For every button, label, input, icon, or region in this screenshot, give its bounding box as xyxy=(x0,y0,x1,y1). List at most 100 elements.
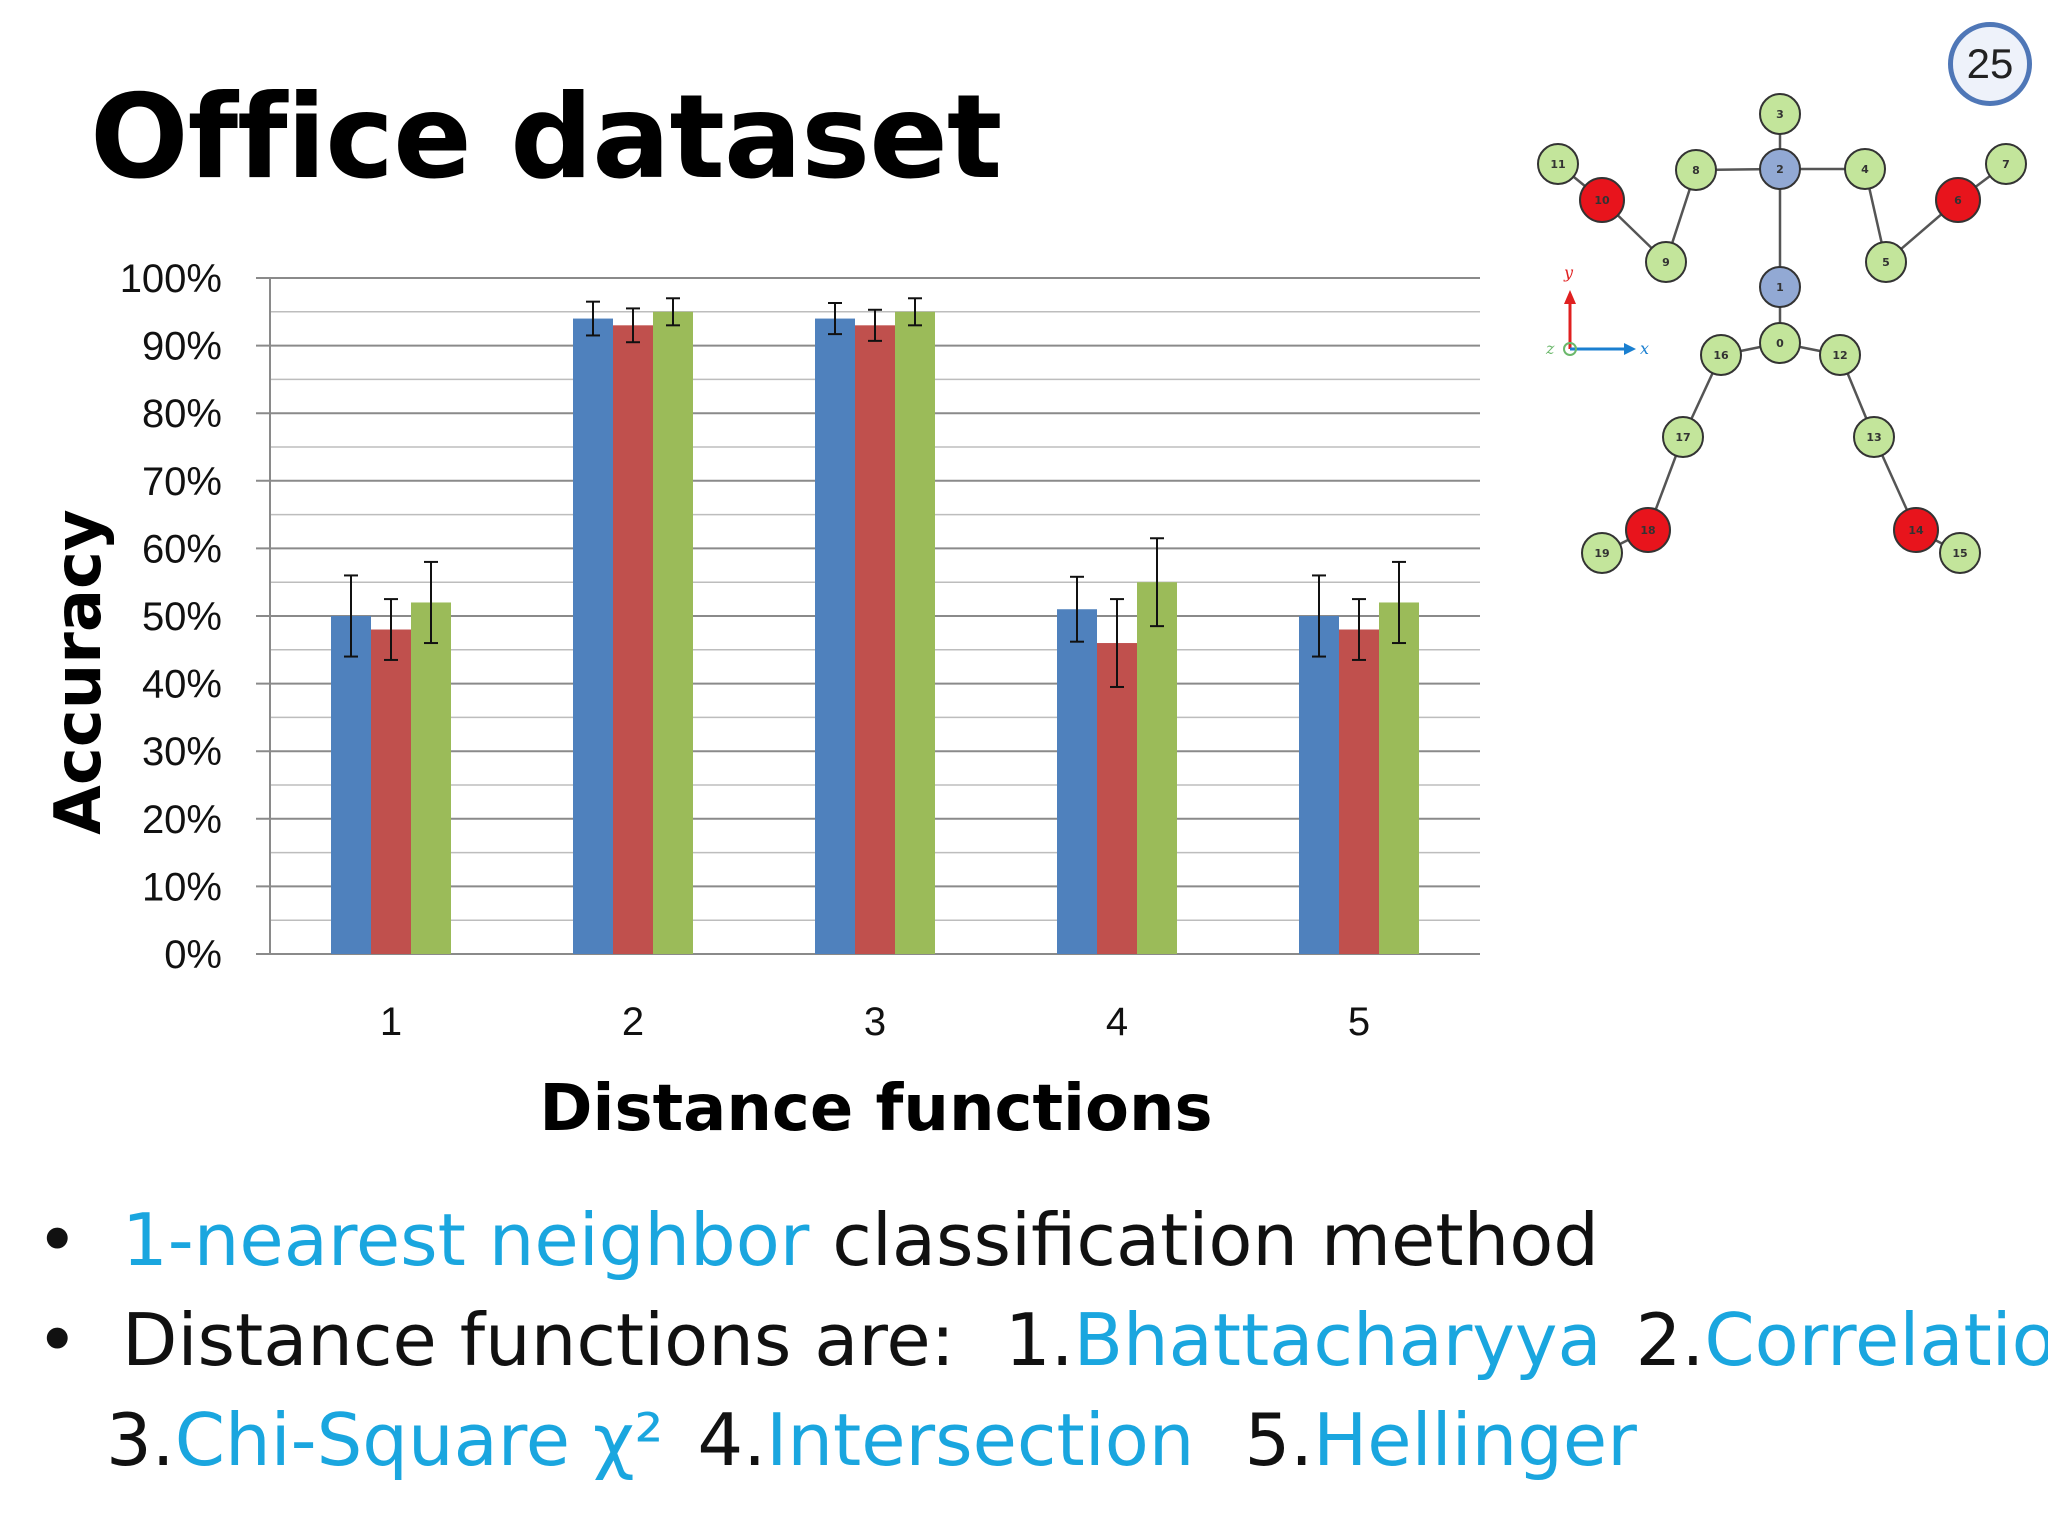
z-axis-letter: z xyxy=(1545,339,1555,358)
bar-20-joints-2 xyxy=(653,311,693,954)
joint-label: 19 xyxy=(1594,547,1609,560)
error-bar-20-joints-1 xyxy=(424,560,438,645)
functions-prefix: Distance functions are: xyxy=(122,1298,955,1382)
y-tick-label: 50% xyxy=(142,595,222,639)
bar-20-joints-1 xyxy=(411,602,451,954)
bar-14-joints-5 xyxy=(1299,616,1339,954)
bar-16-joints-4 xyxy=(1097,643,1137,954)
function-5-name: Hellinger xyxy=(1313,1398,1637,1482)
joint-10 xyxy=(1579,177,1625,223)
function-3-name: Chi-Square χ² xyxy=(174,1398,664,1482)
joint-3 xyxy=(1759,93,1801,135)
joint-17 xyxy=(1662,416,1704,458)
function-4-name: Intersection xyxy=(766,1398,1195,1482)
x-axis-ticks: 1 2 3 4 5 xyxy=(380,1000,1370,1044)
y-tick-label: 60% xyxy=(142,527,222,571)
y-tick-label: 0% xyxy=(164,933,222,977)
bar-20-joints-3 xyxy=(895,311,935,954)
bar-16-joints-3 xyxy=(855,325,895,954)
y-tick-label: 10% xyxy=(142,865,222,909)
joint-0 xyxy=(1759,322,1801,364)
x-tick-label: 1 xyxy=(380,1000,402,1044)
error-bar-16-joints-3 xyxy=(868,308,882,342)
joint-5 xyxy=(1865,241,1907,283)
error-bar-14-joints-4 xyxy=(1070,575,1084,643)
joint-label: 10 xyxy=(1594,194,1610,207)
joint-16 xyxy=(1700,334,1742,376)
bar-14-joints-4 xyxy=(1057,609,1097,954)
chart-error-bars xyxy=(344,297,1406,688)
bar-16-joints-1 xyxy=(371,629,411,954)
joint-14 xyxy=(1893,507,1939,553)
bar-14-joints-3 xyxy=(815,318,855,954)
joint-2 xyxy=(1759,148,1801,190)
joint-label: 8 xyxy=(1692,164,1700,177)
error-bar-16-joints-2 xyxy=(626,307,640,344)
coordinate-axes: y x z xyxy=(1545,263,1649,358)
joint-label: 9 xyxy=(1662,256,1670,269)
joint-9 xyxy=(1645,241,1687,283)
joint-1 xyxy=(1759,266,1801,308)
x-tick-label: 3 xyxy=(864,1000,886,1044)
error-bar-14-joints-3 xyxy=(828,302,842,336)
joint-label: 11 xyxy=(1550,158,1565,171)
function-1-name: Bhattacharyya xyxy=(1073,1298,1602,1382)
joint-15 xyxy=(1939,532,1981,574)
joint-label: 13 xyxy=(1866,431,1881,444)
x-axis-title: Distance functions xyxy=(539,1072,1212,1146)
joint-label: 6 xyxy=(1954,194,1962,207)
function-1-number: 1. xyxy=(1004,1298,1074,1382)
joint-label: 17 xyxy=(1675,431,1690,444)
y-tick-label: 90% xyxy=(142,325,222,369)
page-number-badge: 25 xyxy=(1948,22,2032,106)
joint-label: 14 xyxy=(1908,524,1924,537)
joint-label: 15 xyxy=(1952,547,1967,560)
y-tick-label: 70% xyxy=(142,460,222,504)
joint-label: 5 xyxy=(1882,256,1890,269)
joint-label: 1 xyxy=(1776,281,1784,294)
y-axis-ticks: 0% 10% 20% 30% 40% 50% 60% 70% 80% 90% 100% xyxy=(120,257,222,977)
joint-label: 18 xyxy=(1640,524,1655,537)
error-bar-20-joints-2 xyxy=(666,297,680,327)
function-5-number: 5. xyxy=(1244,1398,1314,1482)
joint-label: 2 xyxy=(1776,163,1784,176)
joint-11 xyxy=(1537,143,1579,185)
y-axis-title: Accuracy xyxy=(42,509,116,834)
error-bar-16-joints-4 xyxy=(1110,598,1124,688)
joint-label: 0 xyxy=(1776,337,1784,350)
joint-8 xyxy=(1675,149,1717,191)
bar-14-joints-2 xyxy=(573,318,613,954)
joint-13 xyxy=(1853,416,1895,458)
joint-label: 7 xyxy=(2002,158,2010,171)
bar-14-joints-1 xyxy=(331,616,371,954)
bullet-dot: • xyxy=(36,1198,79,1282)
x-tick-label: 4 xyxy=(1106,1000,1128,1044)
error-bar-14-joints-5 xyxy=(1312,574,1326,658)
error-bar-14-joints-2 xyxy=(586,300,600,337)
y-tick-label: 30% xyxy=(142,730,222,774)
x-tick-label: 5 xyxy=(1348,1000,1370,1044)
bullet-list: • 1-nearest neighbor classification metho… xyxy=(36,1190,2048,1490)
joint-7 xyxy=(1985,143,2027,185)
error-bar-16-joints-1 xyxy=(384,598,398,661)
y-axis-letter: y xyxy=(1563,263,1574,282)
y-tick-label: 40% xyxy=(142,663,222,707)
slide-title: Office dataset xyxy=(90,70,1002,205)
chart-bars xyxy=(331,311,1419,954)
bar-20-joints-4 xyxy=(1137,582,1177,954)
error-bar-20-joints-5 xyxy=(1392,560,1406,645)
joint-4 xyxy=(1844,148,1886,190)
error-bar-16-joints-5 xyxy=(1352,598,1366,661)
function-4-number: 4. xyxy=(697,1398,767,1482)
bullet-item: • 1-nearest neighbor classification metho… xyxy=(36,1190,2036,1290)
x-tick-label: 2 xyxy=(622,1000,644,1044)
function-3-number: 3. xyxy=(106,1398,175,1482)
joint-6 xyxy=(1935,177,1981,223)
joint-label: 16 xyxy=(1713,349,1729,362)
joint-label: 12 xyxy=(1832,349,1847,362)
bar-16-joints-2 xyxy=(613,325,653,954)
error-bar-14-joints-1 xyxy=(344,574,358,658)
